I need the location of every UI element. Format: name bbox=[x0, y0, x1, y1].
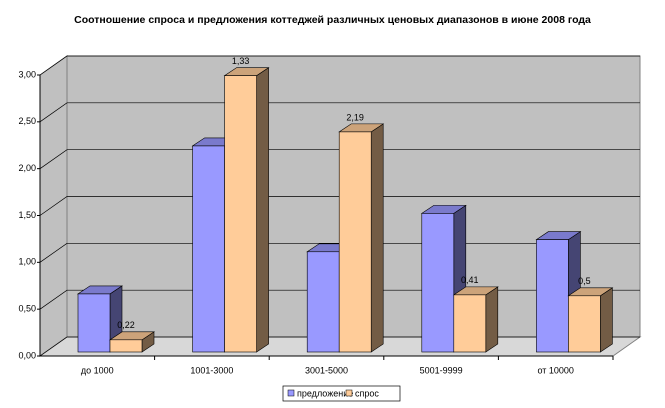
bar-side bbox=[600, 287, 613, 353]
grid-line bbox=[39, 55, 640, 76]
bar bbox=[224, 75, 257, 353]
x-tick-label: 3001-5000 bbox=[305, 365, 348, 375]
bar bbox=[338, 131, 372, 353]
x-tick-label: 1001-3000 bbox=[190, 365, 233, 375]
y-tick-label: 2,00 bbox=[18, 163, 36, 173]
annotation: 1,33 bbox=[232, 56, 250, 66]
bar bbox=[421, 213, 455, 353]
bar bbox=[536, 239, 569, 353]
annotation: 2,19 bbox=[346, 112, 364, 122]
bar bbox=[568, 295, 601, 353]
x-tick-label: до 1000 bbox=[81, 365, 114, 375]
x-tick-label: 5001-9999 bbox=[420, 365, 463, 375]
legend-box bbox=[282, 385, 401, 402]
grid-line bbox=[39, 196, 640, 216]
y-tick-label: 0,00 bbox=[18, 350, 36, 360]
legend-swatch bbox=[345, 389, 353, 397]
bar bbox=[453, 294, 487, 353]
bar bbox=[306, 251, 340, 353]
y-tick-label: 1,00 bbox=[18, 257, 36, 267]
y-tick-label: 1,50 bbox=[18, 210, 36, 220]
bar-side bbox=[256, 67, 269, 353]
bar-side bbox=[485, 286, 499, 353]
grid-line bbox=[39, 102, 640, 123]
y-tick-label: 0,50 bbox=[18, 304, 36, 314]
legend-label: предложение bbox=[297, 388, 353, 398]
annotation: 0,5 bbox=[578, 276, 591, 286]
annotation: 0,41 bbox=[461, 275, 479, 285]
bar-side bbox=[370, 123, 384, 353]
bar bbox=[77, 293, 111, 353]
legend-swatch bbox=[287, 389, 295, 397]
bar bbox=[109, 339, 143, 353]
x-tick-label: от 10000 bbox=[537, 365, 573, 375]
grid-line bbox=[39, 149, 640, 169]
legend-label: спрос bbox=[355, 388, 379, 398]
y-tick-label: 2,50 bbox=[18, 116, 36, 126]
bar bbox=[192, 145, 225, 353]
chart-title: Соотношение спроса и предложения коттедж… bbox=[74, 14, 591, 26]
y-tick-label: 3,00 bbox=[18, 69, 36, 79]
annotation: 0,22 bbox=[117, 320, 135, 330]
